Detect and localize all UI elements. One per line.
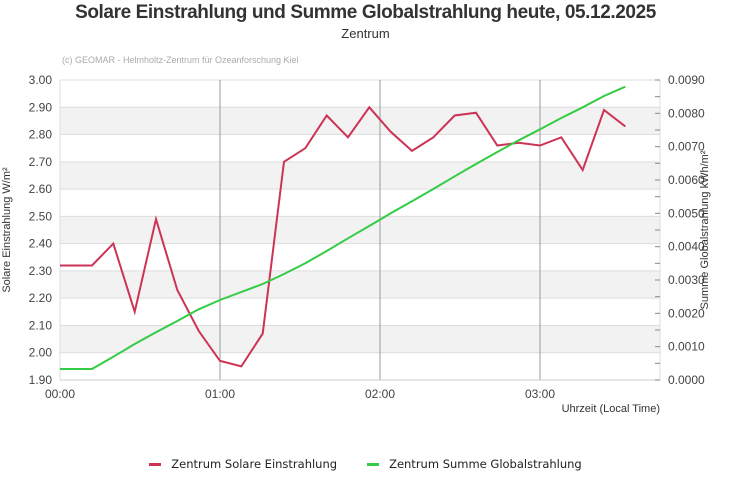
right-y-tick-label: 0.0060 bbox=[668, 173, 705, 187]
x-tick-label: 01:00 bbox=[205, 387, 235, 401]
grid-band bbox=[60, 216, 660, 244]
legend-label: Zentrum Solare Einstrahlung bbox=[171, 457, 338, 471]
line-chart: 1.90 2.00 2.10 2.20 2.30 2.40 2.50 2.60 2.70 2.80… bbox=[1, 73, 711, 415]
left-y-tick-label: 2.60 bbox=[29, 182, 53, 196]
x-tick-label: 02:00 bbox=[365, 387, 395, 401]
left-y-tick-label: 2.20 bbox=[29, 291, 53, 305]
left-y-tick-label: 2.30 bbox=[29, 264, 53, 278]
left-y-axis-ticks: 1.90 2.00 2.10 2.20 2.30 2.40 2.50 2.60 2.70 2.80… bbox=[29, 73, 53, 387]
right-y-axis-title: Summe Globalstrahlung kWh/m² bbox=[699, 150, 711, 309]
series-line bbox=[60, 85, 626, 370]
series-lines bbox=[60, 85, 626, 370]
chart-subtitle: Zentrum bbox=[341, 26, 390, 41]
right-y-tick-label: 0.0010 bbox=[668, 340, 705, 354]
grid-bands bbox=[60, 107, 660, 353]
credit-text: (c) GEOMAR - Helmholtz-Zentrum für Ozean… bbox=[62, 55, 299, 65]
left-y-tick-label: 1.90 bbox=[29, 373, 53, 387]
left-y-tick-label: 2.90 bbox=[29, 100, 53, 114]
right-y-tick-label: 0.0030 bbox=[668, 273, 705, 287]
x-tick-label: 00:00 bbox=[45, 387, 75, 401]
grid-band bbox=[60, 161, 660, 190]
series-line bbox=[60, 105, 626, 368]
left-y-tick-label: 2.50 bbox=[29, 209, 53, 223]
x-axis-ticks: 00:00 01:00 02:00 03:00 bbox=[45, 387, 555, 401]
left-y-tick-label: 2.70 bbox=[29, 155, 53, 169]
chart-title: Solare Einstrahlung und Summe Globalstra… bbox=[75, 2, 656, 23]
grid-band bbox=[60, 270, 660, 299]
right-y-tick-label: 0.0070 bbox=[668, 140, 705, 154]
right-y-tick-label: 0.0080 bbox=[668, 106, 705, 120]
right-y-tick-label: 0.0090 bbox=[668, 73, 705, 87]
right-y-tick-label: 0.0020 bbox=[668, 306, 705, 320]
legend-label: Zentrum Summe Globalstrahlung bbox=[389, 457, 582, 471]
left-y-axis-title: Solare Einstrahlung W/m² bbox=[1, 167, 13, 293]
x-tick-label: 03:00 bbox=[525, 387, 555, 401]
legend-item-summe-globalstrahlung[interactable]: Zentrum Summe Globalstrahlung bbox=[367, 457, 582, 471]
right-y-tick-label: 0.0040 bbox=[668, 240, 705, 254]
left-y-tick-label: 2.40 bbox=[29, 237, 53, 251]
left-y-tick-label: 2.00 bbox=[29, 346, 53, 360]
left-y-tick-label: 3.00 bbox=[29, 73, 53, 87]
legend-swatch-green bbox=[367, 462, 380, 466]
gridlines bbox=[60, 79, 660, 381]
x-axis-title: Uhrzeit (Local Time) bbox=[562, 403, 660, 415]
left-y-tick-label: 2.10 bbox=[29, 318, 53, 332]
grid-band bbox=[60, 325, 660, 353]
legend-swatch-red bbox=[149, 462, 162, 466]
right-y-tick-label: 0.0000 bbox=[668, 373, 705, 387]
left-y-tick-label: 2.80 bbox=[29, 128, 53, 142]
legend: Zentrum Solare Einstrahlung Zentrum Summ… bbox=[0, 457, 731, 471]
legend-item-solare-einstrahlung[interactable]: Zentrum Solare Einstrahlung bbox=[149, 457, 337, 471]
right-y-tick-label: 0.0050 bbox=[668, 206, 705, 220]
right-y-axis-ticks: 0.0000 0.0010 0.0020 0.0030 0.0040 0.0050 0.00… bbox=[655, 73, 705, 387]
